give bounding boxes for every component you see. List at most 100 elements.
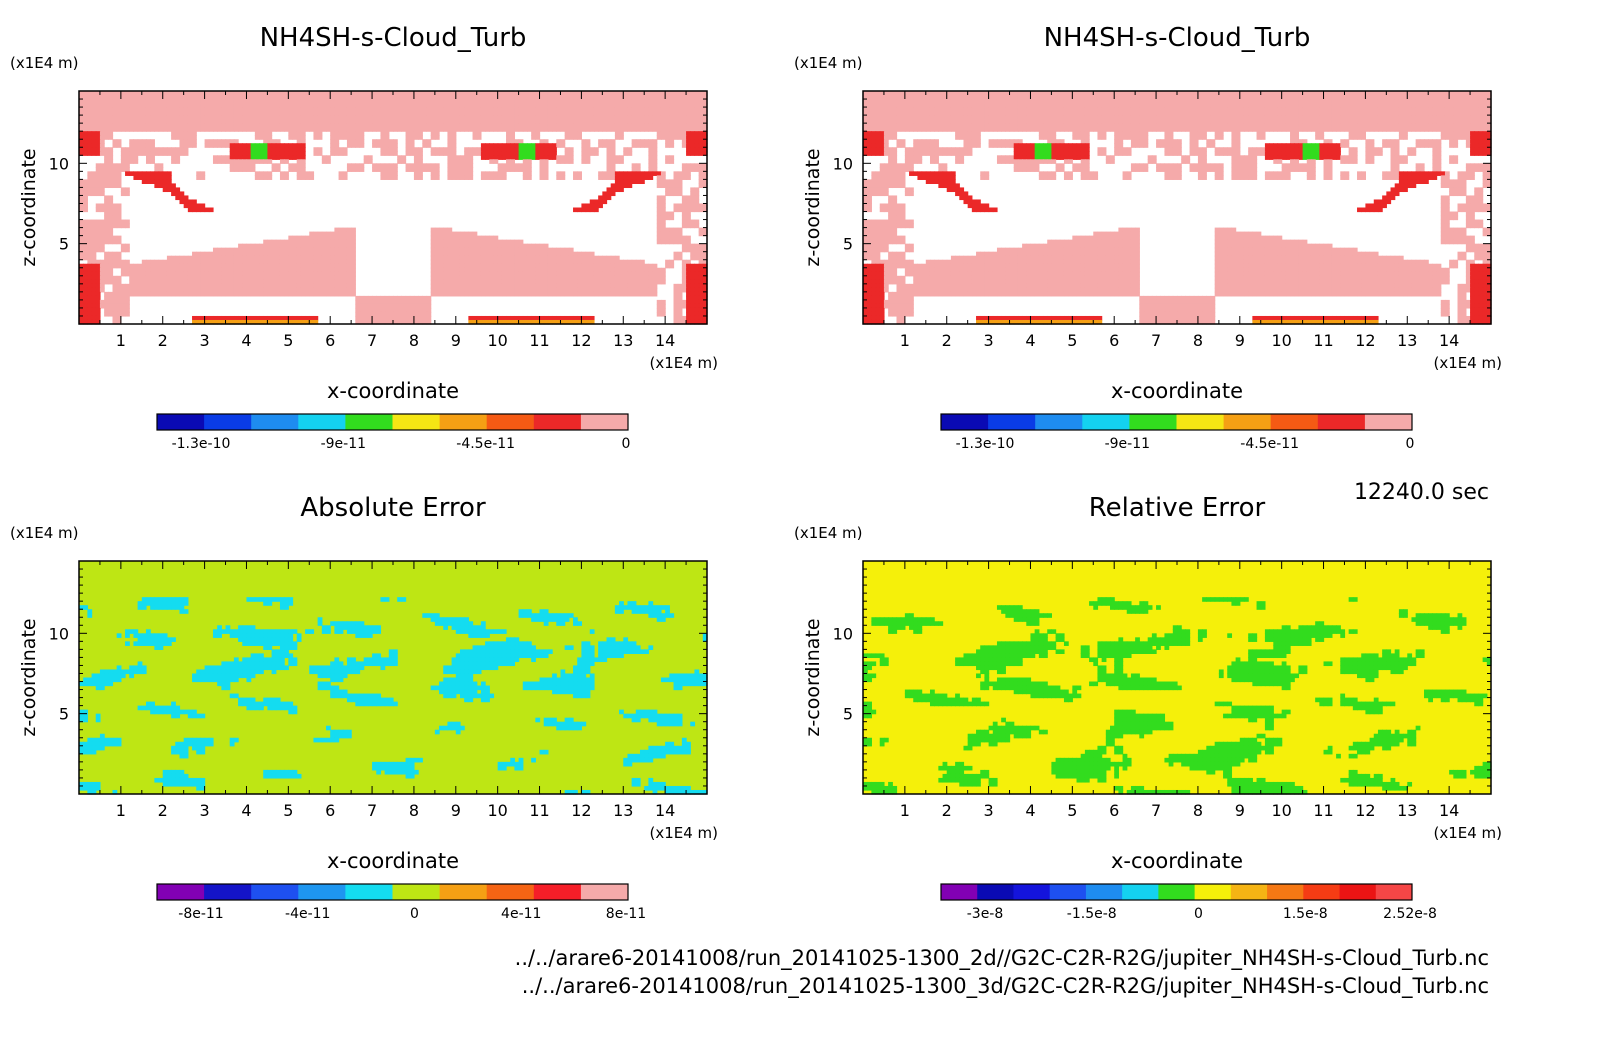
heatmap-cell	[187, 199, 193, 205]
heatmap-cell	[279, 319, 285, 325]
heatmap-cell	[514, 115, 520, 120]
heatmap-cell	[518, 103, 524, 108]
heatmap-cell	[522, 107, 528, 112]
heatmap-cell	[1243, 91, 1249, 96]
heatmap-cell	[635, 99, 641, 104]
heatmap-cell	[292, 315, 298, 321]
heatmap-cell	[246, 159, 252, 164]
heatmap-cell	[556, 247, 562, 253]
heatmap-cell	[95, 243, 101, 249]
heatmap-cell	[217, 271, 222, 277]
heatmap-cell	[468, 231, 474, 237]
heatmap-cell	[104, 279, 109, 285]
heatmap-cell	[518, 163, 524, 168]
heatmap-cell	[284, 259, 289, 265]
heatmap-cell	[660, 307, 666, 313]
heatmap-cell	[179, 195, 185, 201]
heatmap-cell	[125, 147, 130, 152]
heatmap-cell	[665, 103, 670, 108]
heatmap-cell	[150, 123, 155, 128]
heatmap-cell	[623, 127, 629, 132]
heatmap-cell	[694, 187, 700, 193]
heatmap-cell	[95, 295, 101, 301]
heatmap-cell	[702, 123, 708, 128]
heatmap-cell	[598, 279, 603, 285]
heatmap-cell	[673, 227, 679, 233]
heatmap-cell	[254, 247, 260, 253]
heatmap-cell	[271, 275, 277, 281]
heatmap-cell	[259, 111, 264, 116]
heatmap-cell	[112, 203, 118, 209]
heatmap-cell	[158, 183, 164, 189]
heatmap-cell	[397, 91, 402, 96]
heatmap-cell	[560, 107, 566, 112]
heatmap-cell	[690, 91, 696, 96]
heatmap-cell	[158, 99, 164, 104]
heatmap-cell	[468, 263, 474, 269]
heatmap-cell	[150, 111, 155, 116]
heatmap-cell	[497, 267, 503, 273]
heatmap-cell	[681, 239, 687, 245]
heatmap-cell	[497, 155, 503, 160]
heatmap-cell	[518, 151, 524, 156]
heatmap-cell	[175, 155, 181, 160]
heatmap-cell	[610, 143, 616, 148]
heatmap-cell	[233, 319, 239, 325]
heatmap-cell	[346, 99, 352, 104]
heatmap-cell	[338, 251, 344, 257]
heatmap-cell	[200, 91, 206, 96]
heatmap-cell	[468, 147, 474, 152]
heatmap-cell	[1013, 91, 1019, 96]
heatmap-cell	[342, 103, 348, 108]
heatmap-cell	[141, 291, 147, 297]
heatmap-cell	[447, 263, 453, 269]
heatmap-cell	[288, 95, 294, 100]
heatmap-cell	[418, 147, 423, 152]
heatmap-cell	[300, 315, 306, 321]
heatmap-cell	[698, 275, 704, 281]
heatmap-cell	[455, 275, 461, 281]
heatmap-cell	[443, 279, 449, 285]
heatmap-cell	[497, 95, 503, 100]
heatmap-cell	[242, 271, 248, 277]
heatmap-cell	[409, 139, 415, 144]
heatmap-cell	[434, 99, 440, 104]
heatmap-cell	[254, 151, 260, 156]
heatmap-cell	[652, 115, 658, 120]
heatmap-cell	[259, 315, 264, 321]
heatmap-cell	[108, 267, 114, 273]
heatmap-cell	[468, 151, 474, 156]
heatmap-cell	[468, 91, 474, 96]
heatmap-cell	[472, 251, 478, 257]
heatmap-cell	[702, 175, 708, 180]
heatmap-cell	[91, 223, 97, 229]
heatmap-cell	[673, 295, 679, 301]
heatmap-cell	[552, 107, 557, 112]
heatmap-cell	[254, 263, 260, 269]
heatmap-cell	[238, 107, 243, 112]
heatmap-cell	[204, 139, 210, 144]
heatmap-cell	[288, 283, 294, 289]
heatmap-cell	[573, 127, 578, 132]
heatmap-cell	[200, 119, 206, 124]
heatmap-cell	[422, 295, 428, 301]
heatmap-cell	[351, 103, 356, 108]
heatmap-cell	[104, 211, 109, 217]
heatmap-cell	[192, 107, 197, 112]
heatmap-cell	[547, 147, 553, 152]
heatmap-cell	[526, 119, 532, 124]
heatmap-cell	[116, 223, 122, 229]
heatmap-cell	[338, 227, 344, 233]
heatmap-cell	[694, 307, 700, 313]
heatmap-cell	[673, 319, 679, 325]
heatmap-cell	[690, 255, 696, 261]
heatmap-cell	[489, 247, 495, 253]
heatmap-cell	[644, 127, 649, 132]
y-axis-label: z-coordinate	[18, 148, 40, 266]
heatmap-cell	[233, 143, 239, 148]
heatmap-cell	[79, 131, 84, 136]
heatmap-cell	[455, 271, 461, 277]
heatmap-cell	[250, 167, 256, 172]
heatmap-cell	[233, 279, 239, 285]
heatmap-cell	[275, 119, 281, 124]
